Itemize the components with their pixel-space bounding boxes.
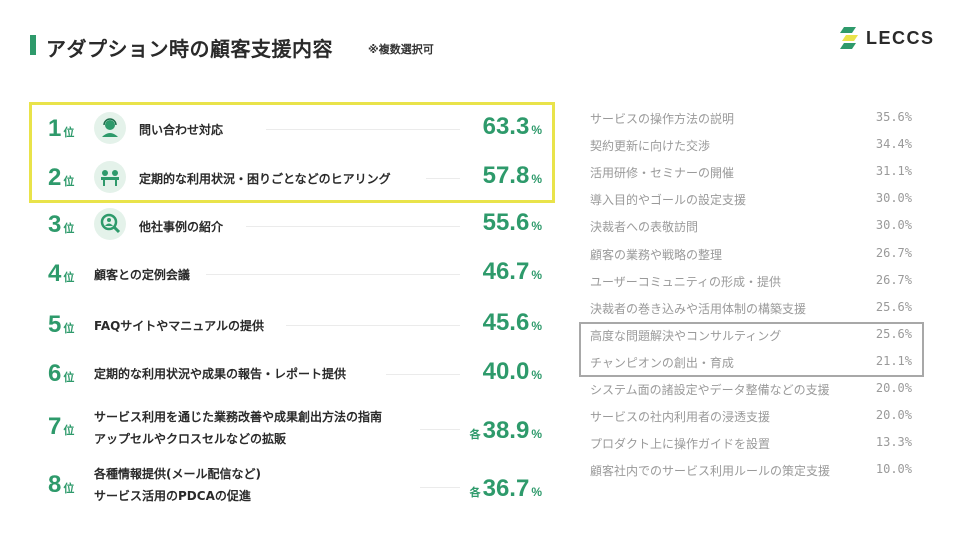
other-item-value: 30.0% xyxy=(875,191,912,206)
other-item-label: 顧客社内でのサービス利用ルールの策定支援 xyxy=(590,464,831,479)
other-item: 顧客の業務や戦略の整理 26.7% xyxy=(590,244,912,264)
leader-line xyxy=(206,274,460,275)
rank-label: 定期的な利用状況や成果の報告・レポート提供 xyxy=(94,367,347,381)
other-item-value: 26.7% xyxy=(875,272,912,287)
leader-line xyxy=(426,178,460,179)
logo-mark-icon xyxy=(840,27,858,49)
rank-label: 他社事例の紹介 xyxy=(139,220,224,234)
other-item-value: 20.0% xyxy=(875,408,912,423)
other-item: 決裁者への表敬訪問 30.0% xyxy=(590,216,912,236)
other-item-label: チャンピオンの創出・育成 xyxy=(590,355,734,370)
other-item-value: 25.6% xyxy=(875,326,912,341)
other-item-label: 活用研修・セミナーの開催 xyxy=(590,166,735,181)
rank-label: 顧客との定例会議 xyxy=(94,268,190,282)
other-item: システム面の諸設定やデータ整備などの支援 20.0% xyxy=(590,379,912,399)
logo: LECCS xyxy=(840,26,940,50)
support-agent-icon xyxy=(94,112,126,144)
other-item-value: 26.7% xyxy=(875,245,912,260)
top2-highlight-box xyxy=(29,102,555,203)
rank-label: 定期的な利用状況・困りごとなどのヒアリング xyxy=(139,172,391,186)
rank-value: 55.6% xyxy=(482,209,542,236)
other-item-label: 契約更新に向けた交渉 xyxy=(590,139,711,154)
rank-label: サービス利用を通じた業務改善や成果創出方法の指南 アップセルやクロスセルなどの拡… xyxy=(94,406,382,450)
rank-value: 57.8% xyxy=(482,162,542,189)
meeting-icon xyxy=(94,161,126,193)
other-item-value: 35.6% xyxy=(875,110,912,124)
rank-value: 45.6% xyxy=(482,309,542,336)
other-item-label: 高度な問題解決やコンサルティング xyxy=(590,328,782,343)
leader-line xyxy=(420,429,460,430)
other-item-label: サービスの操作方法の説明 xyxy=(590,112,735,126)
leader-line xyxy=(266,129,460,130)
other-item-label: ユーザーコミュニティの形成・提供 xyxy=(590,274,782,289)
rank-value: 46.7% xyxy=(482,258,542,285)
rank-label-line: サービス利用を通じた業務改善や成果創出方法の指南 xyxy=(94,410,383,424)
multi-select-note: ※複数選択可 xyxy=(368,43,434,56)
other-item: 顧客社内でのサービス利用ルールの策定支援 10.0% xyxy=(590,460,912,480)
rank-value: 40.0% xyxy=(482,358,542,385)
leader-line xyxy=(386,374,460,375)
other-item-value: 34.4% xyxy=(875,137,912,152)
other-item-label: 導入目的やゴールの設定支援 xyxy=(590,193,747,208)
other-item-value: 25.6% xyxy=(875,299,912,314)
other-item: サービスの操作方法の説明 35.6% xyxy=(590,108,912,128)
logo-text: LECCS xyxy=(866,28,935,48)
leader-line xyxy=(286,325,460,326)
other-item-value: 21.1% xyxy=(875,353,912,368)
other-item: 契約更新に向けた交渉 34.4% xyxy=(590,135,912,155)
rank-value: 各36.7% xyxy=(469,475,542,502)
other-item-value: 13.3% xyxy=(875,435,912,450)
title-accent-bar xyxy=(30,35,36,55)
rank-label-line: アップセルやクロスセルなどの拡販 xyxy=(94,432,287,446)
other-item-label: 決裁者の巻き込みや活用体制の構築支援 xyxy=(590,301,807,316)
other-item-value: 10.0% xyxy=(875,462,912,477)
other-item: ユーザーコミュニティの形成・提供 26.7% xyxy=(590,271,912,291)
rank-value: 各38.9% xyxy=(469,417,542,444)
leader-line xyxy=(246,226,460,227)
leader-line xyxy=(420,487,460,488)
other-item-label: サービスの社内利用者の浸透支援 xyxy=(590,410,771,425)
other-item-label: 決裁者への表敬訪問 xyxy=(590,220,699,235)
other-item: 決裁者の巻き込みや活用体制の構築支援 25.6% xyxy=(590,298,912,318)
other-item-label: 顧客の業務や戦略の整理 xyxy=(590,247,723,262)
other-item: 導入目的やゴールの設定支援 30.0% xyxy=(590,189,912,209)
callout-highlight-box xyxy=(579,322,924,377)
other-item-value: 30.0% xyxy=(875,218,912,233)
other-item-value: 31.1% xyxy=(875,164,912,179)
other-item: 活用研修・セミナーの開催 31.1% xyxy=(590,162,912,182)
rank-value: 63.3% xyxy=(482,113,542,140)
magnifier-person-icon xyxy=(94,208,126,240)
other-item-value: 20.0% xyxy=(875,381,912,395)
rank-label-line: 各種情報提供(メール配信など) xyxy=(94,467,261,481)
rank-label: 各種情報提供(メール配信など) サービス活用のPDCAの促進 xyxy=(94,463,261,507)
other-item-label: プロダクト上に操作ガイドを設置 xyxy=(590,437,771,452)
other-item: サービスの社内利用者の浸透支援 20.0% xyxy=(590,406,912,426)
page-title: アダプション時の顧客支援内容 xyxy=(46,37,333,61)
rank-label-line: サービス活用のPDCAの促進 xyxy=(94,489,251,503)
other-item: チャンピオンの創出・育成 21.1% xyxy=(590,352,912,372)
rank-label: FAQサイトやマニュアルの提供 xyxy=(94,319,264,333)
other-item: プロダクト上に操作ガイドを設置 13.3% xyxy=(590,433,912,453)
rank-label: 問い合わせ対応 xyxy=(139,123,224,137)
other-item: 高度な問題解決やコンサルティング 25.6% xyxy=(590,325,912,345)
other-item-label: システム面の諸設定やデータ整備などの支援 xyxy=(590,383,830,397)
